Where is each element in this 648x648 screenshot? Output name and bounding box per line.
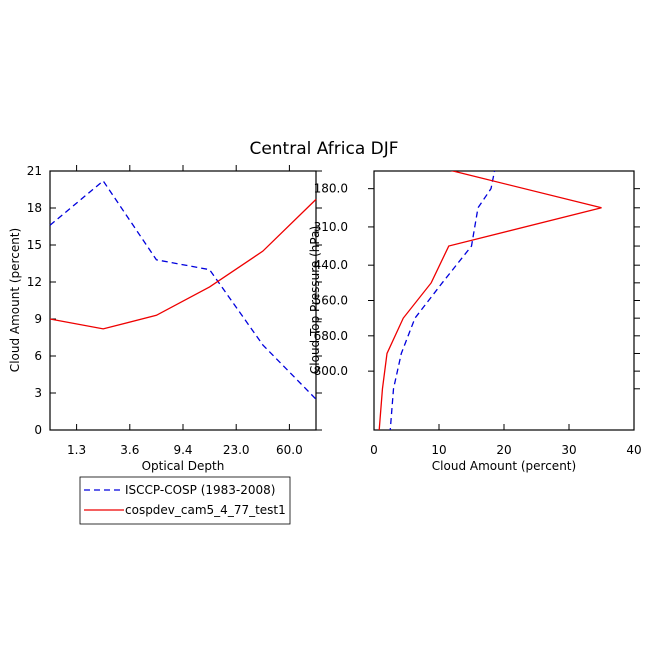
left-y-tick-label: 3 — [34, 386, 42, 400]
left-y-tick-label: 12 — [27, 275, 42, 289]
right-y-tick-label: 560.0 — [314, 294, 348, 308]
left-x-tick-label: 1.3 — [67, 443, 86, 457]
right-x-tick-label: 20 — [496, 443, 511, 457]
right-y-tick-label: 180.0 — [314, 182, 348, 196]
right-x-tick-label: 40 — [626, 443, 641, 457]
left-y-tick-label: 6 — [34, 349, 42, 363]
chart-title: Central Africa DJF — [249, 139, 398, 159]
legend-label-obs: ISCCP-COSP (1983-2008) — [125, 483, 275, 497]
left-y-axis-label: Cloud Amount (percent) — [8, 228, 22, 372]
left-series-model-line — [49, 198, 317, 330]
optical-depth-panel: 0 3 6 9 12 15 18 21 1.3 3.6 9.4 23.0 60.0 Optical De… — [8, 164, 322, 473]
left-ticks: 0 3 6 9 12 15 18 21 1.3 3.6 9.4 23.0 60.0 — [27, 164, 322, 457]
legend-box — [79, 476, 291, 525]
left-x-tick-label: 3.6 — [120, 443, 139, 457]
right-series — [378, 171, 602, 430]
right-x-tick-label: 0 — [370, 443, 378, 457]
right-series-model-line — [378, 171, 602, 430]
left-series-obs-line — [49, 179, 317, 400]
right-x-axis-label: Cloud Amount (percent) — [432, 459, 576, 473]
pressure-panel: 0 10 20 30 40180.0310.0440.0560.0680.0800.0 … — [308, 170, 642, 473]
legend: ISCCP-COSP (1983-2008) cospdev_cam5_4_77… — [79, 476, 291, 525]
right-y-axis-label: Cloud Top Pressure (hPa) — [308, 226, 322, 374]
left-y-tick-label: 15 — [27, 238, 42, 252]
left-x-tick-label: 60.0 — [276, 443, 303, 457]
left-x-tick-label: 23.0 — [223, 443, 250, 457]
left-y-tick-label: 18 — [27, 201, 42, 215]
right-y-tick-label: 800.0 — [314, 364, 348, 378]
left-y-tick-label: 9 — [34, 312, 42, 326]
left-y-tick-label: 21 — [27, 164, 42, 178]
legend-label-model: cospdev_cam5_4_77_test1 — [125, 503, 286, 517]
right-y-tick-label: 680.0 — [314, 329, 348, 343]
right-series-obs-line — [389, 171, 496, 430]
right-y-tick-label: 440.0 — [314, 258, 348, 272]
right-ticks: 0 10 20 30 40 180.0 310.0 440.0 560.0 680.0 800.0 — [314, 182, 642, 457]
left-x-axis-label: Optical Depth — [142, 459, 225, 473]
right-x-tick-label: 10 — [431, 443, 446, 457]
right-x-tick-label: 30 — [561, 443, 576, 457]
left-series — [49, 179, 317, 400]
right-y-tick-label: 310.0 — [314, 220, 348, 234]
left-x-tick-label: 9.4 — [173, 443, 192, 457]
left-y-tick-label: 0 — [34, 423, 42, 437]
